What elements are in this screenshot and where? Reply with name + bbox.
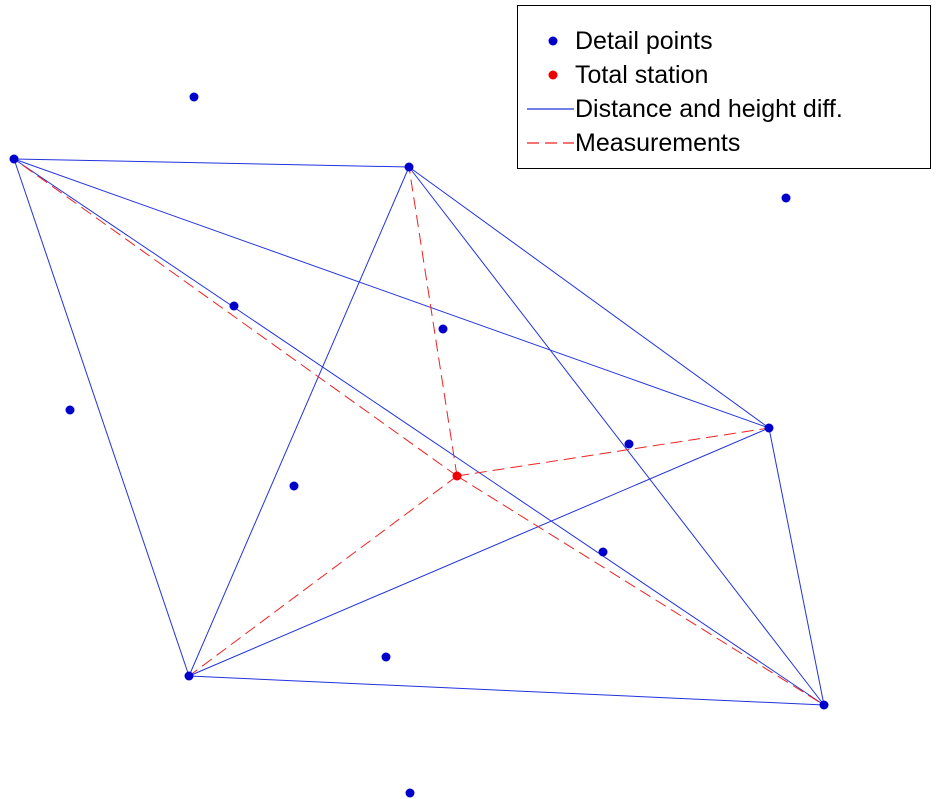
detail-point [229, 301, 239, 311]
total-station-marker-icon [548, 70, 558, 80]
distance-line-b-c [408, 166, 770, 429]
distance-line-b-e [188, 166, 410, 677]
distance-line-a-c [13, 158, 770, 429]
detail-point [65, 405, 75, 415]
measurement-line-b [408, 166, 458, 477]
legend-item-measurements: Measurements [518, 126, 930, 160]
total-station-group [452, 471, 462, 481]
measurement-lines [13, 158, 825, 706]
distance-line-c-d [768, 427, 825, 706]
detail-point [624, 439, 634, 449]
detail-point-marker-icon [548, 36, 558, 46]
distance-line-c-e [188, 427, 770, 677]
detail-point [381, 652, 391, 662]
distance-lines [13, 158, 825, 706]
measurement-line-e [188, 475, 458, 677]
detail-point [405, 788, 415, 798]
distance-line-a-b [13, 158, 410, 168]
network-point-a [9, 154, 19, 164]
legend-label-measurements: Measurements [575, 129, 741, 157]
measurement-line-d [456, 475, 825, 706]
legend: Detail points Total station Distance and… [517, 5, 931, 169]
distance-line-a-d [13, 158, 825, 706]
measurement-line-a [13, 158, 458, 477]
detail-point [438, 324, 448, 334]
legend-label-distance-and-height: Distance and height diff. [575, 95, 843, 123]
solid-line-icon [527, 108, 574, 110]
network-point-e [184, 671, 194, 681]
detail-point [781, 193, 791, 203]
distance-line-e-d [188, 675, 825, 706]
measurement-line-c [456, 427, 770, 477]
total-station-point [452, 471, 462, 481]
legend-label-detail-points: Detail points [575, 27, 713, 55]
detail-point [289, 481, 299, 491]
network-point-c [764, 423, 774, 433]
detail-point [189, 92, 199, 102]
network-point-b [404, 162, 414, 172]
detail-points [9, 92, 829, 798]
legend-item-total-station: Total station [518, 58, 930, 92]
network-point-d [819, 700, 829, 710]
legend-item-distance-and-height: Distance and height diff. [518, 92, 930, 126]
distance-line-b-d [408, 166, 825, 706]
legend-item-detail-points: Detail points [518, 24, 930, 58]
distance-line-a-e [13, 158, 190, 677]
legend-label-total-station: Total station [575, 61, 709, 89]
dashed-line-icon [527, 142, 574, 144]
detail-point [598, 547, 608, 557]
